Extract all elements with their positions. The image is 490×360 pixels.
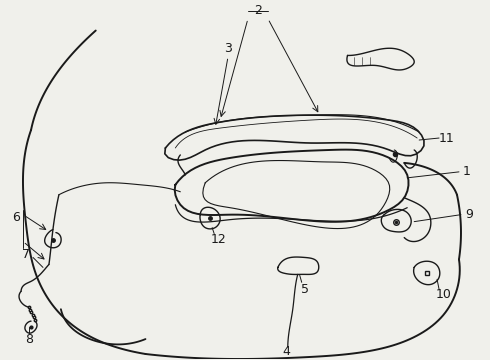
Text: 7: 7 bbox=[22, 248, 30, 261]
Text: 9: 9 bbox=[465, 208, 473, 221]
Text: 8: 8 bbox=[25, 333, 33, 346]
Text: 2: 2 bbox=[254, 4, 262, 17]
Text: 12: 12 bbox=[210, 233, 226, 246]
Text: 10: 10 bbox=[436, 288, 452, 301]
Text: 6: 6 bbox=[12, 211, 20, 224]
Text: 5: 5 bbox=[301, 283, 309, 296]
Text: 11: 11 bbox=[439, 131, 455, 144]
Text: 3: 3 bbox=[224, 42, 232, 55]
Text: 1: 1 bbox=[463, 165, 471, 178]
Text: 4: 4 bbox=[283, 345, 291, 357]
